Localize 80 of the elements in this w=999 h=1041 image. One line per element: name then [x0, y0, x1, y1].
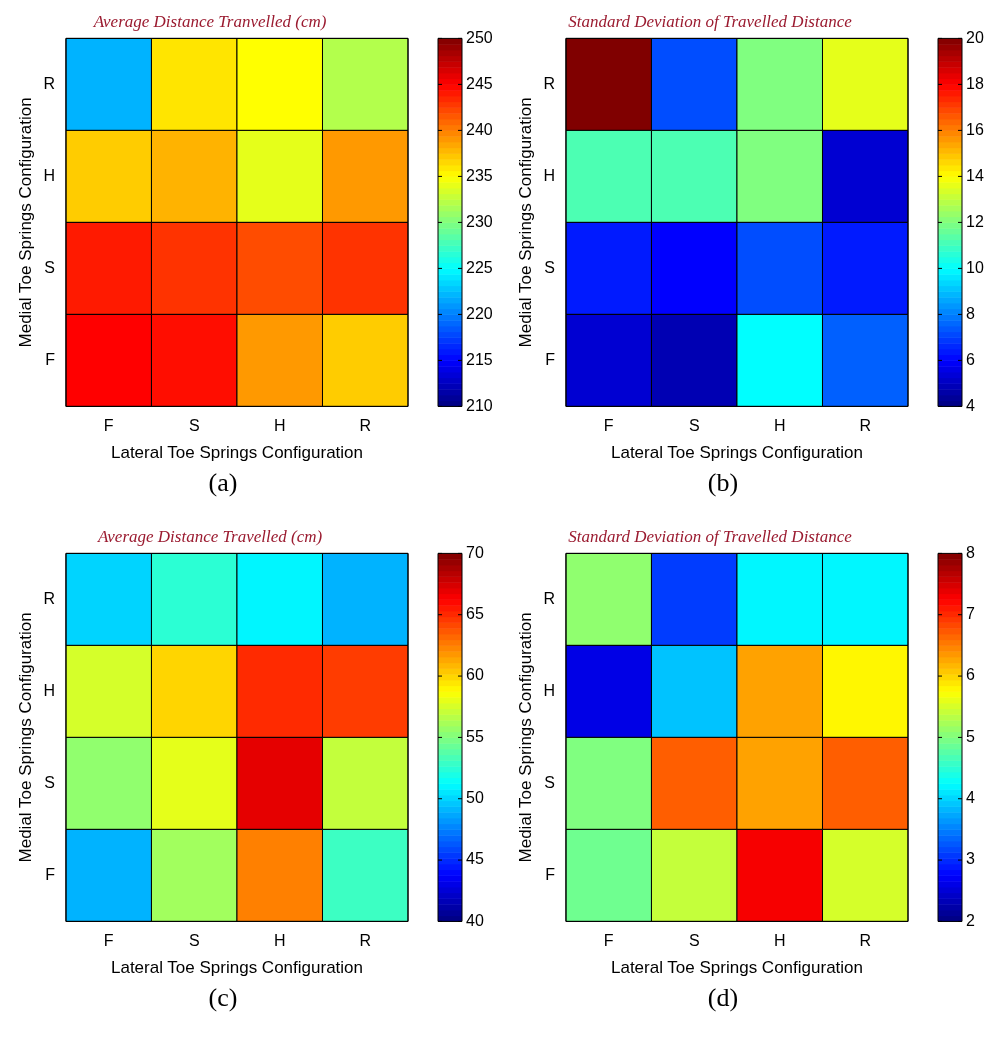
text: (c)	[207, 983, 239, 1014]
color-bar-label: 6	[966, 350, 975, 368]
x-tick-label: R	[859, 417, 872, 435]
y-tick-label: F	[45, 350, 56, 368]
y-tick-label: R	[43, 74, 55, 92]
color-bar-label: 225	[466, 258, 493, 276]
chart-title: Average Distance Tranvelled (cm)	[92, 11, 327, 31]
color-bar-label: 6	[966, 666, 975, 684]
x-tick-label: H	[273, 417, 286, 435]
color-bar-label: 3	[966, 850, 975, 868]
x-tick-label: F	[603, 932, 614, 950]
x-tick-label: S	[188, 932, 200, 950]
y-tick-label: R	[43, 589, 55, 607]
color-bar-label: 60	[466, 666, 484, 684]
color-bar-label: 70	[466, 543, 484, 561]
y-tick-label: R	[543, 589, 555, 607]
y-axis-title: Medial Toe Springs Configuration	[15, 97, 35, 348]
chart-title: Standard Deviation of Travelled Distance	[568, 526, 853, 546]
color-bar-label: 8	[966, 543, 975, 561]
color-bar-label: 8	[966, 304, 975, 322]
x-tick-label: F	[103, 932, 114, 950]
x-tick-label: S	[688, 932, 700, 950]
y-tick-label: H	[543, 166, 555, 184]
color-bar-label: 7	[966, 605, 975, 623]
color-bar-label: 4	[966, 396, 975, 414]
x-axis-title: Lateral Toe Springs Configuration	[610, 443, 863, 463]
color-bar-label: 10	[966, 258, 984, 276]
text: (a)	[207, 468, 239, 499]
y-axis-title: Medial Toe Springs Configuration	[515, 97, 535, 348]
y-tick-label: S	[544, 258, 555, 276]
color-bar-label: 18	[966, 74, 984, 92]
color-bar-label: 240	[466, 120, 493, 138]
y-tick-label: F	[45, 865, 56, 883]
y-tick-label: S	[44, 773, 55, 791]
y-tick-label: S	[544, 773, 555, 791]
y-tick-label: H	[43, 681, 55, 699]
color-bar-label: 55	[466, 727, 484, 745]
color-bar-label: 215	[466, 350, 493, 368]
chart-title: Average Distance Travelled (cm)	[96, 526, 323, 546]
color-bar-label: 40	[466, 911, 484, 929]
x-axis-title: Lateral Toe Springs Configuration	[610, 958, 863, 978]
y-axis-title: Medial Toe Springs Configuration	[515, 612, 535, 863]
y-tick-label: H	[43, 166, 55, 184]
x-axis-title: Lateral Toe Springs Configuration	[110, 958, 363, 978]
x-tick-label: F	[603, 417, 614, 435]
color-bar-label: 220	[466, 304, 493, 322]
color-bar-label: 245	[466, 74, 493, 92]
text: (b)	[706, 468, 740, 499]
y-tick-label: H	[543, 681, 555, 699]
color-bar-label: 2	[966, 911, 975, 929]
y-tick-label: S	[44, 258, 55, 276]
color-bar-label: 45	[466, 850, 484, 868]
color-bar-label: 5	[966, 727, 975, 745]
color-bar-label: 12	[966, 212, 984, 230]
y-tick-label: R	[543, 74, 555, 92]
color-bar-label: 50	[466, 789, 484, 807]
x-tick-label: H	[273, 932, 286, 950]
x-tick-label: S	[188, 417, 200, 435]
color-bar-label: 210	[466, 396, 493, 414]
x-tick-label: F	[103, 417, 114, 435]
x-tick-label: H	[773, 932, 786, 950]
color-bar-label: 4	[966, 789, 975, 807]
y-tick-label: F	[545, 865, 556, 883]
y-tick-label: F	[545, 350, 556, 368]
x-tick-label: S	[688, 417, 700, 435]
color-bar-label: 65	[466, 605, 484, 623]
x-tick-label: R	[859, 932, 872, 950]
color-bar-label: 20	[966, 28, 984, 46]
color-bar-label: 250	[466, 28, 493, 46]
x-tick-label: H	[773, 417, 786, 435]
color-bar-label: 235	[466, 166, 493, 184]
color-bar-label: 230	[466, 212, 493, 230]
x-tick-label: R	[359, 932, 372, 950]
x-tick-label: R	[359, 417, 372, 435]
y-axis-title: Medial Toe Springs Configuration	[15, 612, 35, 863]
color-bar-label: 16	[966, 120, 984, 138]
color-bar-label: 14	[966, 166, 984, 184]
chart-title: Standard Deviation of Travelled Distance	[568, 11, 853, 31]
x-axis-title: Lateral Toe Springs Configuration	[110, 443, 363, 463]
text: (d)	[706, 983, 740, 1014]
